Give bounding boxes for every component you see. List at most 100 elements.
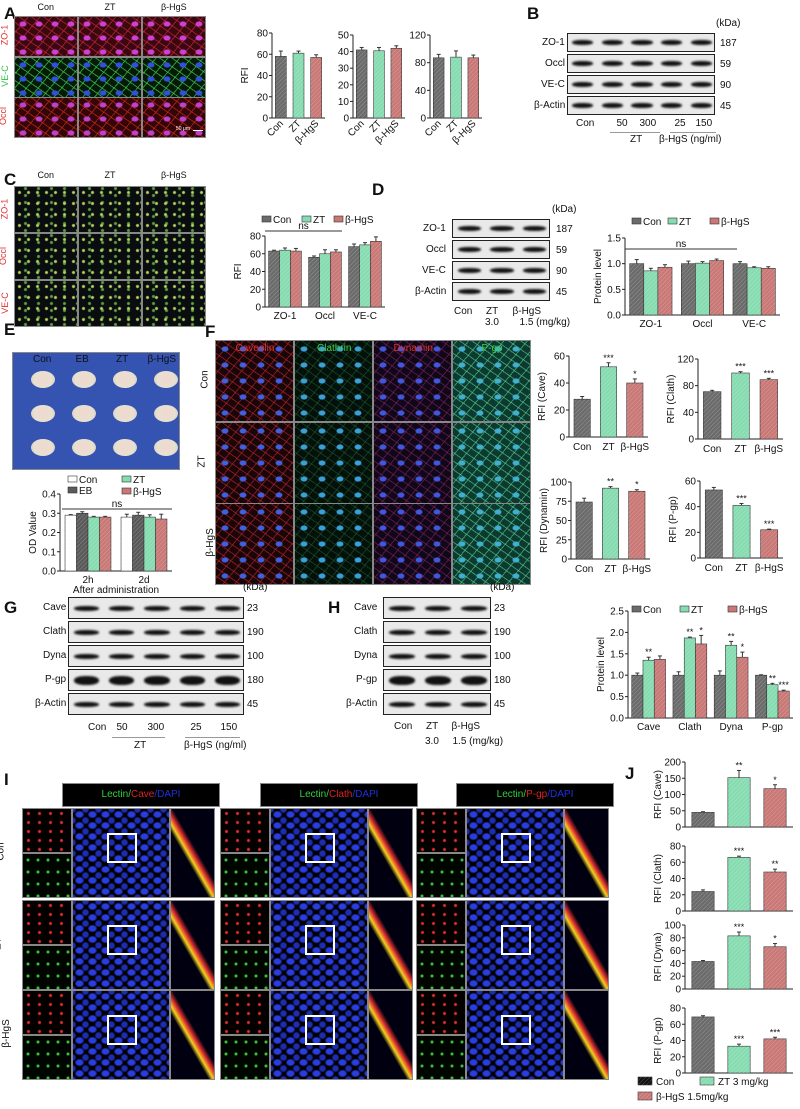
brain-sample bbox=[31, 439, 55, 456]
label: ZT bbox=[116, 354, 129, 365]
label: EB bbox=[75, 354, 89, 365]
bar-hatch bbox=[293, 53, 304, 118]
micrograph-f bbox=[452, 340, 531, 422]
y-tick-label: 2.0 bbox=[610, 628, 624, 639]
kda-unit: (kDa) bbox=[243, 582, 268, 593]
bar-hatch bbox=[390, 48, 402, 118]
micrograph-red bbox=[22, 900, 72, 945]
stain-name: Lectin/ bbox=[101, 789, 131, 800]
bar-hatch bbox=[763, 872, 787, 911]
bar-hatch bbox=[574, 399, 591, 437]
y-tick-label: 40 bbox=[685, 502, 697, 513]
y-tick-label: 60 bbox=[670, 1020, 682, 1031]
legend-swatch bbox=[631, 605, 642, 613]
micrograph-red bbox=[220, 808, 270, 853]
micrograph-c bbox=[142, 280, 206, 327]
y-axis-label: RFI (P-gp) bbox=[653, 1017, 664, 1064]
label: ZT bbox=[630, 134, 643, 145]
legend-swatch bbox=[709, 217, 720, 225]
blot-strip bbox=[452, 282, 550, 301]
bar-hatch bbox=[268, 251, 280, 307]
bar-hatch bbox=[433, 57, 445, 118]
blot-strip bbox=[567, 54, 715, 73]
stain-name: Clath bbox=[328, 789, 353, 800]
header-bar: Lectin/Cave/DAPI bbox=[62, 783, 220, 807]
protein-band bbox=[179, 653, 205, 659]
bar-hatch bbox=[629, 263, 644, 315]
label: ZT bbox=[426, 721, 439, 732]
legend-label: Con bbox=[79, 475, 97, 486]
significance-mark: *** bbox=[603, 353, 614, 363]
protein-band bbox=[631, 61, 653, 66]
micrograph-green bbox=[22, 945, 72, 990]
blot-strip bbox=[452, 219, 550, 238]
protein-band bbox=[631, 103, 653, 108]
y-tick-label: 0 bbox=[255, 303, 261, 314]
label: β-HgS (ng/ml) bbox=[184, 740, 247, 751]
bar-hatch bbox=[747, 267, 762, 315]
x-tick-label: β-HgS bbox=[621, 442, 650, 453]
panel-letter: A bbox=[4, 4, 17, 23]
blot-strip bbox=[68, 645, 244, 667]
header-bar: Lectin/P-gp/DAPI bbox=[456, 783, 614, 807]
group-underline bbox=[610, 132, 660, 133]
y-tick-label: 40 bbox=[670, 959, 682, 970]
micrograph-inset bbox=[170, 808, 215, 898]
protein-band bbox=[144, 653, 170, 659]
label: 1.5 (mg/kg) bbox=[452, 736, 504, 747]
bar-hatch bbox=[99, 517, 111, 571]
x-tick-label: Con bbox=[265, 118, 286, 139]
roi-box bbox=[305, 1015, 335, 1045]
kda-label: 23 bbox=[494, 603, 506, 614]
label: Con bbox=[576, 118, 595, 129]
y-tick-label: 40 bbox=[250, 267, 262, 278]
y-tick-label: 80 bbox=[670, 933, 682, 944]
protein-band bbox=[73, 675, 100, 685]
y-tick-label: 100 bbox=[664, 790, 681, 801]
brain-sample bbox=[31, 371, 55, 388]
micrograph-f bbox=[373, 422, 452, 504]
protein-band bbox=[144, 605, 170, 611]
bar-hatch bbox=[373, 50, 385, 118]
stain-name: P-gp bbox=[526, 789, 548, 800]
ns-label: ns bbox=[112, 499, 123, 510]
micrograph-merge bbox=[270, 990, 368, 1080]
bar-hatch bbox=[121, 517, 133, 571]
label: ZT bbox=[134, 740, 147, 751]
blot-strip bbox=[383, 645, 491, 667]
x-tick-label: ZT bbox=[734, 444, 746, 455]
panel-letter: C bbox=[4, 170, 17, 189]
kda-label: 190 bbox=[494, 627, 511, 638]
y-tick-label: 30 bbox=[338, 64, 350, 75]
x-tick-label: Occl bbox=[315, 311, 335, 322]
stain-header: Lectin/Clath/DAPI bbox=[261, 789, 417, 800]
micrograph-c bbox=[78, 186, 142, 233]
bar-hatch bbox=[319, 253, 331, 307]
protein-band bbox=[461, 653, 487, 659]
legend-swatch bbox=[631, 217, 642, 225]
bar-hatch bbox=[695, 263, 710, 315]
bar-hatch bbox=[76, 513, 88, 571]
kda-unit: (kDa) bbox=[552, 204, 577, 215]
label: 300 bbox=[147, 722, 165, 733]
y-axis-label: RFI (Dynamin) bbox=[539, 488, 550, 553]
bar-hatch bbox=[691, 891, 715, 911]
micrograph-inset bbox=[564, 808, 609, 898]
protein-band bbox=[572, 82, 594, 87]
micrograph-green bbox=[22, 1035, 72, 1080]
y-tick-label: 80 bbox=[257, 29, 269, 40]
y-tick-label: 150 bbox=[664, 774, 681, 785]
protein-band bbox=[490, 226, 514, 231]
bar-hatch bbox=[672, 675, 685, 718]
micrograph-a bbox=[14, 57, 78, 98]
blot-row-label: P-gp bbox=[356, 674, 378, 685]
y-tick-label: 0.5 bbox=[607, 285, 621, 296]
significance-mark: *** bbox=[734, 922, 745, 932]
protein-band bbox=[214, 653, 241, 659]
legend-label: Con bbox=[273, 215, 291, 226]
bar-hatch bbox=[732, 505, 751, 558]
kda-label: 100 bbox=[494, 651, 511, 662]
bar-hatch bbox=[709, 260, 724, 315]
y-tick-label: 0.0 bbox=[607, 311, 621, 322]
micrograph-red bbox=[22, 808, 72, 853]
